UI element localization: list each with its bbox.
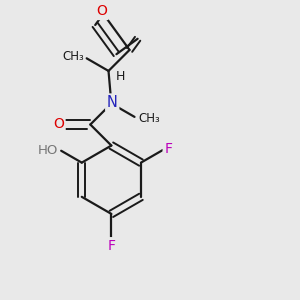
Text: CH₃: CH₃ bbox=[138, 112, 160, 125]
Text: F: F bbox=[164, 142, 172, 155]
Text: O: O bbox=[53, 117, 64, 130]
Text: HO: HO bbox=[38, 144, 58, 157]
Text: O: O bbox=[96, 4, 107, 19]
Text: H: H bbox=[116, 70, 125, 83]
Text: N: N bbox=[107, 95, 118, 110]
Text: F: F bbox=[107, 239, 116, 253]
Text: CH₃: CH₃ bbox=[62, 50, 84, 63]
